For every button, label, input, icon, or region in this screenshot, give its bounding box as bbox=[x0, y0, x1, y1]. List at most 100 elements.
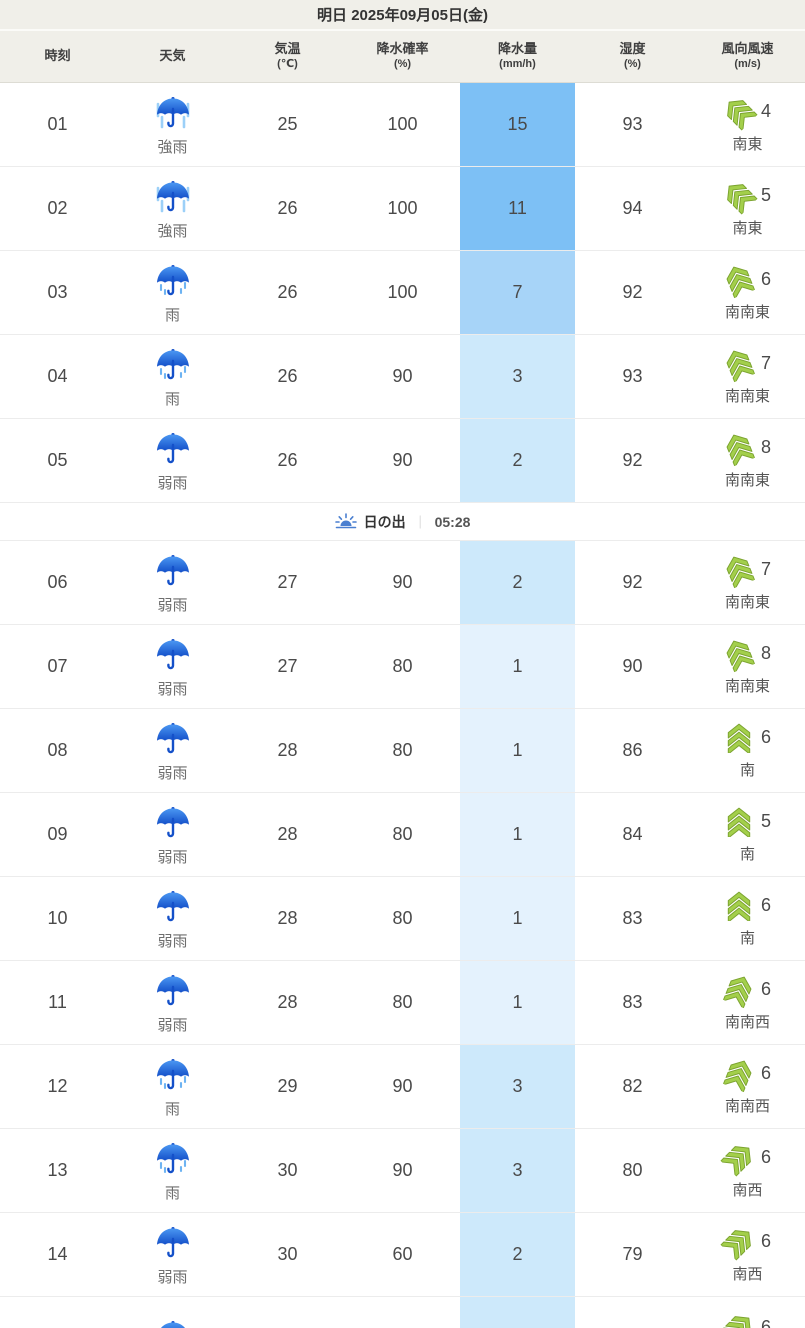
precip-amount-cell: 1 bbox=[460, 625, 575, 708]
weather-label: 弱雨 bbox=[157, 1268, 188, 1286]
rain-umbrella-icon bbox=[156, 974, 189, 1005]
wind-speed-value: 8 bbox=[760, 643, 771, 663]
temperature-cell: 26 bbox=[277, 450, 298, 470]
wind-speed-group: 5 bbox=[724, 806, 771, 838]
wind-cell: 6 南南東 bbox=[690, 251, 805, 334]
rain-umbrella-icon bbox=[156, 348, 189, 379]
forecast-hour-row: 01 bbox=[0, 83, 805, 167]
wind-speed-value: 6 bbox=[760, 895, 771, 915]
wind-speed-value: 6 bbox=[760, 1063, 771, 1083]
wind-direction-label: 南南東 bbox=[724, 387, 770, 405]
wind-speed-value: 6 bbox=[760, 979, 771, 999]
wind-speed-value: 7 bbox=[760, 559, 771, 579]
forecast-hour-row: 08 bbox=[0, 709, 805, 793]
wind-direction-arrow-icon bbox=[719, 1229, 751, 1261]
humidity-cell: 83 bbox=[622, 908, 643, 928]
temperature-cell: 26 bbox=[277, 366, 298, 386]
time-cell: 02 bbox=[47, 198, 68, 218]
humidity-cell: 79 bbox=[622, 1244, 643, 1264]
temperature-cell: 30 bbox=[277, 1160, 298, 1180]
wind-speed-group: 8 bbox=[724, 638, 771, 673]
temperature-cell: 30 bbox=[277, 1244, 298, 1264]
temperature-cell: 27 bbox=[277, 572, 298, 592]
forecast-hour-row: 05 bbox=[0, 419, 805, 503]
wind-speed-value: 6 bbox=[760, 1317, 771, 1328]
rain-drop-dashes bbox=[159, 281, 186, 295]
wind-direction-label: 南南東 bbox=[724, 593, 770, 611]
humidity-cell: 93 bbox=[622, 114, 643, 134]
wind-cell: 6 南 bbox=[690, 877, 805, 960]
time-cell: 04 bbox=[47, 366, 68, 386]
column-label: 天気 bbox=[159, 47, 186, 63]
wind-direction-label: 南南西 bbox=[724, 1097, 770, 1115]
weather-label: 弱雨 bbox=[157, 1016, 188, 1034]
time-cell: 14 bbox=[47, 1244, 68, 1264]
temperature-cell: 28 bbox=[277, 824, 298, 844]
wind-speed-group: 6 bbox=[722, 974, 771, 1009]
wind-speed-group: 4 bbox=[724, 96, 771, 131]
weather-cell: 弱雨 bbox=[115, 709, 230, 792]
rain-drop-dashes bbox=[159, 1159, 186, 1173]
forecast-hour-row: 03 bbox=[0, 251, 805, 335]
precip-amount-cell: 3 bbox=[460, 1129, 575, 1212]
forecast-rows: 01 bbox=[0, 83, 805, 1328]
wind-direction-arrow-icon bbox=[722, 976, 752, 1009]
forecast-hour-row: 13 bbox=[0, 1129, 805, 1213]
humidity-cell: 84 bbox=[622, 824, 643, 844]
precip-amount-cell: 11 bbox=[460, 167, 575, 250]
wind-cell: 6 南南西 bbox=[690, 1045, 805, 1128]
wind-cell: 8 南南東 bbox=[690, 625, 805, 708]
column-label: 降水量 bbox=[497, 41, 537, 57]
weather-label: 弱雨 bbox=[157, 474, 188, 492]
precip-probability-cell: 90 bbox=[392, 450, 413, 470]
time-cell: 08 bbox=[47, 740, 68, 760]
wind-direction-label: 南南東 bbox=[724, 677, 770, 695]
wind-cell: 5 南東 bbox=[690, 167, 805, 250]
rain-umbrella-icon bbox=[156, 432, 189, 463]
humidity-cell: 82 bbox=[622, 1076, 643, 1096]
wind-cell: 6 南西 bbox=[690, 1213, 805, 1296]
wind-direction-label: 南南東 bbox=[724, 303, 770, 321]
precip-amount-cell: 1 bbox=[460, 793, 575, 876]
weather-label: 弱雨 bbox=[157, 848, 188, 866]
forecast-hour-row: 6 bbox=[0, 1297, 805, 1328]
precip-probability-cell: 90 bbox=[392, 1160, 413, 1180]
weather-label: 強雨 bbox=[157, 222, 188, 240]
precip-probability-cell: 80 bbox=[392, 992, 413, 1012]
weather-label: 雨 bbox=[164, 306, 180, 324]
weather-cell: 弱雨 bbox=[115, 1213, 230, 1296]
column-label: 風向風速 bbox=[721, 41, 774, 57]
precip-probability-cell: 100 bbox=[387, 198, 418, 218]
wind-speed-value: 5 bbox=[760, 185, 771, 205]
time-cell: 07 bbox=[47, 656, 68, 676]
weather-label: 弱雨 bbox=[157, 932, 188, 950]
precip-probability-cell: 60 bbox=[392, 1244, 413, 1264]
wind-speed-group: 6 bbox=[724, 890, 771, 922]
column-header-cell: 降水量 (mm/h) bbox=[460, 31, 575, 82]
weather-cell: 雨 bbox=[115, 1045, 230, 1128]
precip-probability-cell: 90 bbox=[392, 572, 413, 592]
rain-drop-dashes bbox=[159, 365, 186, 379]
wind-cell: 7 南南東 bbox=[690, 335, 805, 418]
weather-cell: 弱雨 bbox=[115, 419, 230, 502]
wind-cell: 4 南東 bbox=[690, 83, 805, 166]
precip-amount-cell: 2 bbox=[460, 541, 575, 624]
wind-direction-label: 南 bbox=[739, 761, 755, 779]
temperature-cell: 28 bbox=[277, 908, 298, 928]
weather-cell: 強雨 bbox=[115, 83, 230, 166]
rain-umbrella-icon bbox=[156, 806, 189, 837]
temperature-cell: 26 bbox=[277, 198, 298, 218]
wind-cell: 6 bbox=[690, 1297, 805, 1328]
wind-direction-label: 南南東 bbox=[724, 471, 770, 489]
time-cell bbox=[0, 1297, 115, 1328]
wind-speed-group: 6 bbox=[724, 264, 771, 299]
wind-speed-value: 7 bbox=[760, 353, 771, 373]
wind-speed-group: 8 bbox=[724, 432, 771, 467]
time-cell: 01 bbox=[47, 114, 68, 134]
wind-speed-group: 7 bbox=[724, 554, 771, 589]
rain-umbrella-icon bbox=[160, 1321, 185, 1328]
date-title-bar: 明日 2025年09月05日(金) bbox=[0, 0, 805, 31]
temperature-cell: 25 bbox=[277, 114, 298, 134]
forecast-hour-row: 14 bbox=[0, 1213, 805, 1297]
